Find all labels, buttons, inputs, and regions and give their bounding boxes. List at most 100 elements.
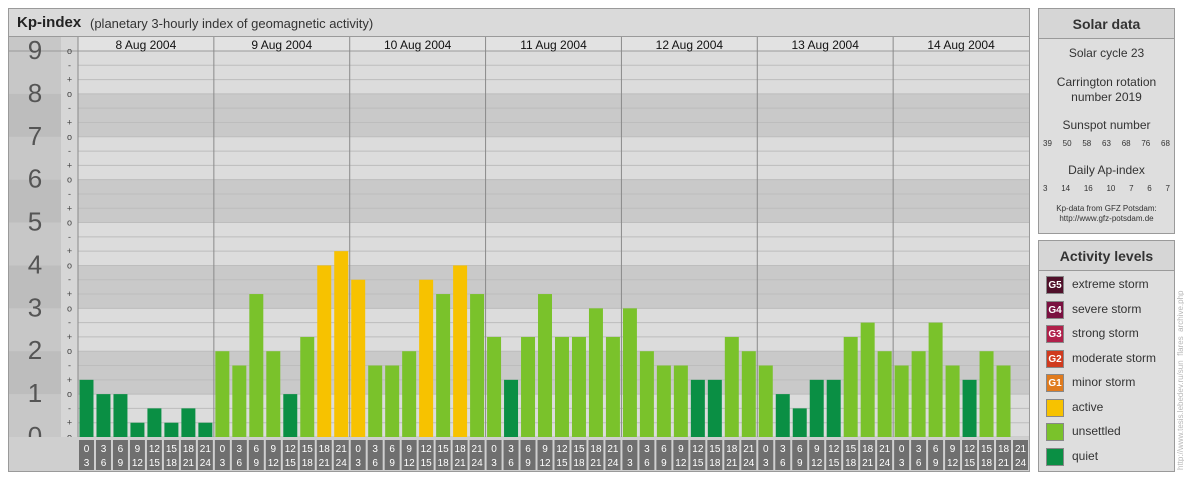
kp-bar [928,322,943,437]
kp-bar [385,365,400,437]
interval-start-label: 9 [406,444,412,455]
interval-end-label: 6 [372,458,378,469]
legend-item: G3 strong storm [1046,325,1172,345]
subdivision-label: + [67,160,72,170]
interval-end-label: 12 [268,458,280,469]
kp-bar [996,365,1011,437]
interval-cell [741,440,757,470]
interval-cell [79,440,94,470]
interval-cell [979,440,995,470]
sunspot-label: Sunspot number [1062,118,1151,132]
subdivision-label: o [67,260,72,270]
kp-bar [775,394,790,437]
interval-end-label: 6 [916,458,922,469]
interval-start-label: 21 [472,444,484,455]
interval-cell [809,440,825,470]
interval-start-label: 3 [644,444,650,455]
interval-end-label: 15 [828,458,840,469]
interval-start-label: 12 [828,444,840,455]
interval-end-label: 9 [661,458,667,469]
subdivision-label: + [67,117,72,127]
solar-cycle: Solar cycle 23 [1068,46,1145,60]
interval-end-label: 9 [797,458,803,469]
interval-end-label: 24 [1015,458,1027,469]
interval-end-label: 12 [404,458,416,469]
kp-bar [690,379,705,437]
interval-cell [673,440,689,470]
interval-cell [724,440,740,470]
ap-index-value: 3 [1043,184,1048,193]
subdivision-label: - [68,103,71,113]
subdivision-label: o [67,175,72,185]
sunspot-values: 39 50 58 63 68 76 68 [1043,139,1170,148]
sunspot-value: 58 [1082,139,1092,148]
day-label: 9 Aug 2004 [251,38,312,52]
interval-start-label: 6 [797,444,803,455]
interval-start-label: 3 [372,444,378,455]
chart-subtitle: (planetary 3-hourly index of geomagnetic… [90,16,374,31]
interval-start-label: 0 [763,444,769,455]
day-label: 13 Aug 2004 [792,38,860,52]
interval-end-label: 24 [200,458,212,469]
kp-bar [147,408,162,437]
subdivision-label: - [68,60,71,70]
chart-title: Kp-index [17,14,82,31]
interval-cell [418,440,434,470]
interval-cell [452,440,468,470]
interval-end-label: 18 [573,458,585,469]
interval-start-label: 0 [355,444,361,455]
interval-start-label: 18 [998,444,1010,455]
activity-levels-panel: Activity levels G5 extreme storm G4 severe … [1038,240,1175,472]
interval-end-label: 3 [763,458,769,469]
interval-cell [656,440,672,470]
interval-start-label: 18 [455,444,467,455]
interval-end-label: 15 [421,458,433,469]
interval-end-label: 9 [933,458,939,469]
y-tick-label: 2 [28,335,42,365]
subdivision-label: - [68,275,71,285]
y-axis-band [9,265,61,309]
carrington-rotation-line2: number 2019 [1071,90,1142,104]
legend-label: moderate storm [1072,350,1157,365]
interval-start-label: 15 [166,444,178,455]
y-tick-label: 7 [28,121,42,151]
kp-bar [758,365,773,437]
interval-end-label: 6 [237,458,243,469]
sunspot-value: 39 [1043,139,1052,148]
interval-cell [265,440,281,470]
interval-end-label: 21 [455,458,467,469]
legend-swatch: G5 [1046,276,1064,294]
kp-bar [809,379,824,437]
interval-cell [792,440,808,470]
interval-end-label: 18 [845,458,857,469]
legend-item: G2 moderate storm [1046,349,1172,370]
interval-start-label: 9 [135,444,141,455]
interval-end-label: 6 [644,458,650,469]
kp-bar [538,294,552,437]
day-label: 14 Aug 2004 [927,38,995,52]
interval-end-label: 18 [981,458,993,469]
y-tick-label: 4 [28,249,42,279]
y-axis-band [9,179,61,223]
interval-start-label: 0 [627,444,633,455]
subdivision-label: - [68,189,71,199]
kp-bar [198,422,213,437]
sunspot-value: 50 [1062,139,1072,148]
kp-bar [368,365,383,437]
kp-bar [436,294,451,437]
kp-bar [232,365,247,437]
kp-bar [724,336,739,437]
interval-end-label: 12 [947,458,959,469]
kp-bar [249,294,264,437]
interval-cell [435,440,451,470]
interval-start-label: 12 [964,444,976,455]
interval-cell [350,440,366,470]
kp-bar [130,422,145,437]
y-tick-label: 3 [28,292,42,322]
interval-cell [316,440,332,470]
interval-cell [996,440,1012,470]
interval-end-label: 24 [879,458,891,469]
interval-cell [860,440,876,470]
interval-start-label: 18 [590,444,602,455]
kp-band [78,265,1029,309]
